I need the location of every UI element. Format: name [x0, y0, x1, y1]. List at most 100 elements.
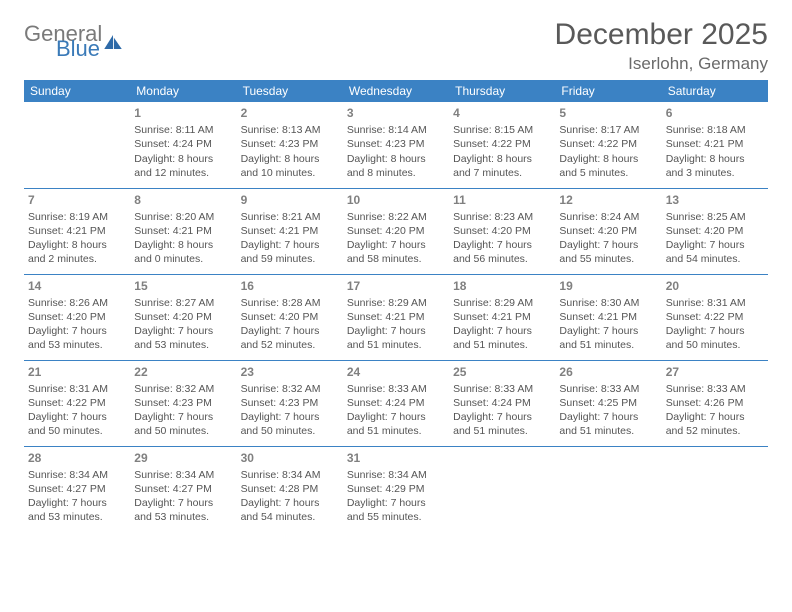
daylight-line: Daylight: 7 hours and 51 minutes. — [347, 324, 445, 352]
day-cell: 2Sunrise: 8:13 AMSunset: 4:23 PMDaylight… — [237, 102, 343, 188]
sunset-line: Sunset: 4:24 PM — [134, 137, 232, 151]
sunset-line: Sunset: 4:22 PM — [28, 396, 126, 410]
sunrise-line: Sunrise: 8:20 AM — [134, 210, 232, 224]
title-block: December 2025 Iserlohn, Germany — [555, 18, 768, 74]
day-cell — [662, 446, 768, 532]
logo: General Blue — [24, 18, 122, 60]
daylight-line: Daylight: 7 hours and 54 minutes. — [666, 238, 764, 266]
day-number: 13 — [666, 192, 764, 208]
day-number: 4 — [453, 105, 551, 121]
daylight-line: Daylight: 8 hours and 7 minutes. — [453, 152, 551, 180]
day-cell: 5Sunrise: 8:17 AMSunset: 4:22 PMDaylight… — [555, 102, 661, 188]
logo-text-blue: Blue — [56, 39, 102, 60]
daylight-line: Daylight: 7 hours and 50 minutes. — [241, 410, 339, 438]
day-cell: 29Sunrise: 8:34 AMSunset: 4:27 PMDayligh… — [130, 446, 236, 532]
sunset-line: Sunset: 4:21 PM — [666, 137, 764, 151]
sunset-line: Sunset: 4:20 PM — [28, 310, 126, 324]
day-number: 23 — [241, 364, 339, 380]
daylight-line: Daylight: 8 hours and 0 minutes. — [134, 238, 232, 266]
day-header: Wednesday — [343, 80, 449, 102]
sunrise-line: Sunrise: 8:19 AM — [28, 210, 126, 224]
sunrise-line: Sunrise: 8:34 AM — [241, 468, 339, 482]
day-number: 31 — [347, 450, 445, 466]
daylight-line: Daylight: 8 hours and 12 minutes. — [134, 152, 232, 180]
daylight-line: Daylight: 7 hours and 53 minutes. — [28, 496, 126, 524]
sunrise-line: Sunrise: 8:28 AM — [241, 296, 339, 310]
sunset-line: Sunset: 4:23 PM — [241, 396, 339, 410]
sunrise-line: Sunrise: 8:27 AM — [134, 296, 232, 310]
sunset-line: Sunset: 4:20 PM — [347, 224, 445, 238]
sunrise-line: Sunrise: 8:14 AM — [347, 123, 445, 137]
day-number: 24 — [347, 364, 445, 380]
sunset-line: Sunset: 4:21 PM — [453, 310, 551, 324]
day-cell: 10Sunrise: 8:22 AMSunset: 4:20 PMDayligh… — [343, 188, 449, 274]
daylight-line: Daylight: 7 hours and 51 minutes. — [559, 324, 657, 352]
sunset-line: Sunset: 4:27 PM — [134, 482, 232, 496]
sunset-line: Sunset: 4:23 PM — [347, 137, 445, 151]
daylight-line: Daylight: 7 hours and 55 minutes. — [559, 238, 657, 266]
day-header: Thursday — [449, 80, 555, 102]
daylight-line: Daylight: 8 hours and 3 minutes. — [666, 152, 764, 180]
sunset-line: Sunset: 4:21 PM — [134, 224, 232, 238]
day-cell: 9Sunrise: 8:21 AMSunset: 4:21 PMDaylight… — [237, 188, 343, 274]
day-cell: 23Sunrise: 8:32 AMSunset: 4:23 PMDayligh… — [237, 360, 343, 446]
daylight-line: Daylight: 7 hours and 51 minutes. — [559, 410, 657, 438]
day-cell — [449, 446, 555, 532]
sunrise-line: Sunrise: 8:26 AM — [28, 296, 126, 310]
sunrise-line: Sunrise: 8:11 AM — [134, 123, 232, 137]
sunrise-line: Sunrise: 8:33 AM — [453, 382, 551, 396]
day-cell: 27Sunrise: 8:33 AMSunset: 4:26 PMDayligh… — [662, 360, 768, 446]
day-number: 21 — [28, 364, 126, 380]
day-cell — [555, 446, 661, 532]
sunset-line: Sunset: 4:25 PM — [559, 396, 657, 410]
sunrise-line: Sunrise: 8:25 AM — [666, 210, 764, 224]
sunrise-line: Sunrise: 8:18 AM — [666, 123, 764, 137]
day-cell: 26Sunrise: 8:33 AMSunset: 4:25 PMDayligh… — [555, 360, 661, 446]
sunset-line: Sunset: 4:22 PM — [453, 137, 551, 151]
sunrise-line: Sunrise: 8:17 AM — [559, 123, 657, 137]
day-cell: 12Sunrise: 8:24 AMSunset: 4:20 PMDayligh… — [555, 188, 661, 274]
daylight-line: Daylight: 8 hours and 2 minutes. — [28, 238, 126, 266]
sunrise-line: Sunrise: 8:33 AM — [347, 382, 445, 396]
day-cell: 8 Sunrise: 8:20 AMSunset: 4:21 PMDaylight… — [130, 188, 236, 274]
sunrise-line: Sunrise: 8:34 AM — [28, 468, 126, 482]
header: General Blue December 2025 Iserlohn, Ger… — [24, 18, 768, 74]
sunset-line: Sunset: 4:28 PM — [241, 482, 339, 496]
daylight-line: Daylight: 7 hours and 50 minutes. — [28, 410, 126, 438]
sunrise-line: Sunrise: 8:22 AM — [347, 210, 445, 224]
sunrise-line: Sunrise: 8:29 AM — [347, 296, 445, 310]
day-header: Saturday — [662, 80, 768, 102]
sunrise-line: Sunrise: 8:29 AM — [453, 296, 551, 310]
day-cell: 1Sunrise: 8:11 AMSunset: 4:24 PMDaylight… — [130, 102, 236, 188]
day-header: Sunday — [24, 80, 130, 102]
sunset-line: Sunset: 4:27 PM — [28, 482, 126, 496]
day-header-row: SundayMondayTuesdayWednesdayThursdayFrid… — [24, 80, 768, 102]
day-number: 29 — [134, 450, 232, 466]
day-cell: 13Sunrise: 8:25 AMSunset: 4:20 PMDayligh… — [662, 188, 768, 274]
sunset-line: Sunset: 4:20 PM — [453, 224, 551, 238]
day-number: 14 — [28, 278, 126, 294]
daylight-line: Daylight: 7 hours and 50 minutes. — [666, 324, 764, 352]
sunrise-line: Sunrise: 8:34 AM — [134, 468, 232, 482]
sunset-line: Sunset: 4:21 PM — [347, 310, 445, 324]
sunset-line: Sunset: 4:24 PM — [347, 396, 445, 410]
day-number: 8 — [134, 192, 232, 208]
day-number: 27 — [666, 364, 764, 380]
day-cell: 20Sunrise: 8:31 AMSunset: 4:22 PMDayligh… — [662, 274, 768, 360]
daylight-line: Daylight: 7 hours and 51 minutes. — [347, 410, 445, 438]
daylight-line: Daylight: 7 hours and 52 minutes. — [241, 324, 339, 352]
day-number: 12 — [559, 192, 657, 208]
daylight-line: Daylight: 7 hours and 56 minutes. — [453, 238, 551, 266]
day-number: 20 — [666, 278, 764, 294]
daylight-line: Daylight: 7 hours and 55 minutes. — [347, 496, 445, 524]
day-number: 7 — [28, 192, 126, 208]
day-cell: 3Sunrise: 8:14 AMSunset: 4:23 PMDaylight… — [343, 102, 449, 188]
day-cell: 15Sunrise: 8:27 AMSunset: 4:20 PMDayligh… — [130, 274, 236, 360]
daylight-line: Daylight: 8 hours and 10 minutes. — [241, 152, 339, 180]
day-cell: 11Sunrise: 8:23 AMSunset: 4:20 PMDayligh… — [449, 188, 555, 274]
day-cell: 22Sunrise: 8:32 AMSunset: 4:23 PMDayligh… — [130, 360, 236, 446]
calendar-table: SundayMondayTuesdayWednesdayThursdayFrid… — [24, 80, 768, 532]
sunrise-line: Sunrise: 8:13 AM — [241, 123, 339, 137]
day-number: 9 — [241, 192, 339, 208]
day-number: 11 — [453, 192, 551, 208]
